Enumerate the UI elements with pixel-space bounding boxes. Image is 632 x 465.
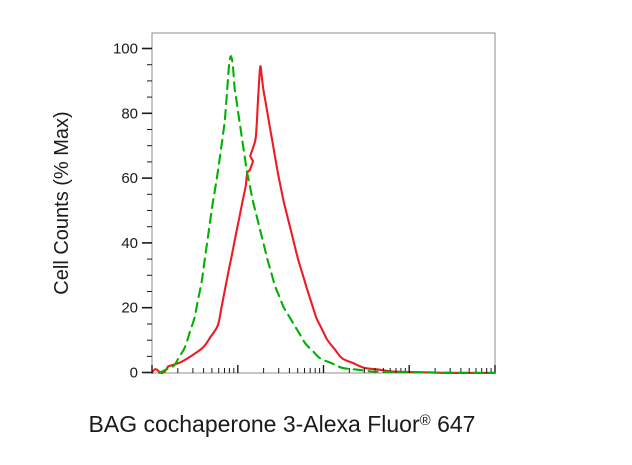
svg-text:20: 20 [121,300,138,317]
svg-text:Cell Counts (% Max): Cell Counts (% Max) [51,111,73,294]
svg-text:0: 0 [130,365,138,382]
svg-text:40: 40 [121,235,138,252]
svg-text:60: 60 [121,170,138,187]
svg-text:80: 80 [121,105,138,122]
svg-text:100: 100 [113,41,138,58]
svg-text:BAG cochaperone 3-Alexa Fluor®: BAG cochaperone 3-Alexa Fluor® 647 [89,411,476,437]
